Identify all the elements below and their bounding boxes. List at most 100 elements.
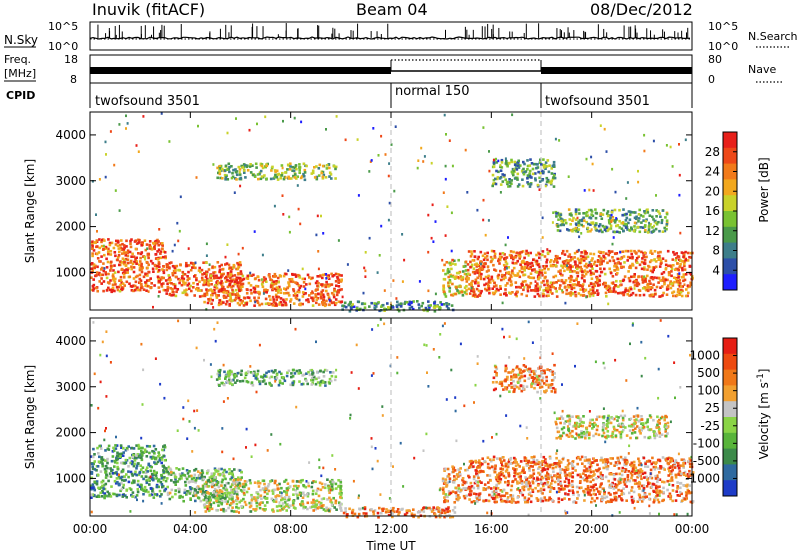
echo-pixel [452, 292, 456, 296]
echo-pixel [288, 230, 291, 234]
echo-pixel [134, 470, 137, 474]
echo-pixel [188, 287, 191, 291]
echo-pixel [216, 261, 220, 264]
echo-pixel [238, 171, 241, 174]
echo-pixel [287, 291, 290, 295]
echo-pixel [643, 133, 646, 137]
echo-pixel [621, 279, 625, 283]
echo-pixel [311, 169, 315, 173]
echo-pixel [140, 270, 144, 274]
echo-pixel [670, 267, 674, 271]
echo-pixel [618, 231, 621, 234]
cpid-segment-3: twofsound 3501 [545, 94, 650, 109]
echo-pixel [392, 506, 395, 510]
echo-pixel [168, 281, 172, 284]
echo-pixel [363, 506, 367, 509]
echo-pixel [172, 480, 176, 484]
echo-pixel [534, 172, 537, 175]
echo-pixel [162, 464, 165, 468]
echo-pixel [557, 213, 561, 217]
echo-pixel [484, 256, 487, 259]
echo-pixel [310, 383, 314, 386]
echo-pixel [120, 281, 123, 284]
echo-pixel [462, 487, 466, 490]
echo-pixel [120, 267, 124, 271]
echo-pixel [350, 511, 354, 515]
echo-pixel [109, 279, 112, 282]
echo-pixel [558, 215, 562, 218]
echo-pixel [558, 476, 562, 480]
echo-pixel [524, 262, 527, 266]
echo-pixel [156, 238, 159, 242]
echo-pixel [259, 501, 263, 504]
echo-pixel [599, 267, 602, 270]
echo-pixel [360, 302, 364, 306]
echo-pixel [514, 281, 518, 284]
echo-pixel [157, 262, 161, 265]
echo-pixel [353, 512, 357, 516]
echo-pixel [478, 270, 482, 273]
echo-pixel [238, 168, 242, 171]
echo-pixel [240, 301, 243, 305]
echo-pixel [243, 169, 246, 172]
echo-pixel [249, 288, 253, 292]
echo-pixel [234, 381, 237, 384]
echo-pixel [296, 184, 299, 187]
echo-pixel [278, 381, 282, 384]
echo-pixel [529, 182, 533, 186]
echo-pixel [446, 307, 450, 310]
echo-pixel [405, 509, 409, 512]
echo-pixel [239, 263, 242, 267]
echo-pixel [470, 252, 474, 256]
echo-pixel [172, 290, 175, 294]
echo-pixel [498, 252, 502, 256]
echo-pixel [550, 179, 553, 183]
echo-pixel [528, 284, 531, 287]
echo-pixel [143, 239, 147, 242]
echo-pixel [521, 250, 525, 253]
echo-pixel [568, 280, 572, 284]
echo-pixel [93, 241, 96, 244]
echo-pixel [631, 264, 635, 267]
echo-pixel [510, 254, 514, 258]
echo-pixel [111, 472, 115, 475]
echo-pixel [218, 494, 221, 497]
echo-pixel [651, 230, 655, 233]
echo-pixel [102, 244, 105, 248]
echo-pixel [316, 487, 320, 491]
echo-pixel [609, 217, 612, 220]
echo-pixel [311, 304, 315, 307]
echo-pixel [332, 295, 336, 299]
echo-pixel [110, 260, 113, 264]
echo-pixel [660, 272, 664, 276]
echo-pixel [292, 488, 295, 491]
echo-pixel [542, 166, 546, 169]
echo-pixel [256, 492, 260, 496]
echo-pixel [561, 290, 565, 294]
echo-pixel [158, 290, 161, 294]
echo-pixel [174, 492, 177, 496]
echo-pixel [517, 159, 520, 163]
echo-pixel [103, 468, 107, 471]
echo-pixel [173, 243, 176, 247]
echo-pixel [220, 490, 224, 493]
echo-pixel [241, 278, 244, 282]
echo-pixel [616, 266, 619, 270]
echo-pixel [631, 262, 634, 266]
echo-pixel [523, 285, 526, 289]
echo-pixel [321, 276, 324, 280]
echo-pixel [422, 506, 426, 509]
echo-pixel [189, 284, 192, 288]
echo-pixel [622, 265, 625, 269]
echo-pixel [661, 230, 665, 233]
echo-pixel [317, 167, 321, 170]
echo-pixel [322, 508, 326, 511]
echo-pixel [164, 479, 168, 483]
echo-pixel [534, 287, 537, 290]
echo-pixel [512, 250, 515, 254]
echo-pixel [363, 306, 367, 309]
echo-pixel [201, 278, 204, 282]
echo-pixel [306, 382, 309, 386]
echo-pixel [451, 467, 455, 471]
echo-pixel [643, 210, 646, 213]
